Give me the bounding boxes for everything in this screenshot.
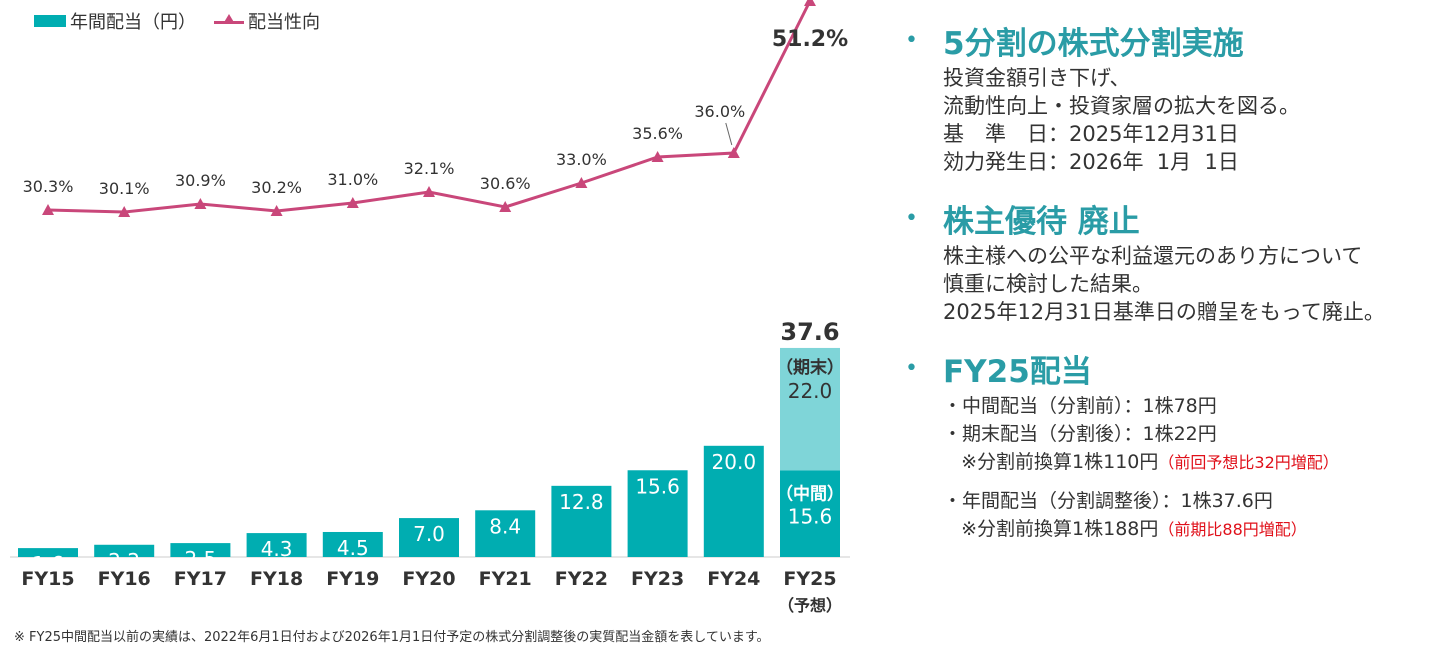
bar-value-label: 2.5 [184,547,216,571]
section-body: 株主様への公平な利益還元のあり方について 慎重に検討した結果。 2025年12月… [943,242,1430,326]
x-tick-label: FY17 [174,568,227,590]
section-title: 5分割の株式分割実施 [943,26,1244,62]
section-line: 基 準 日：2025年12月31日 [943,122,1239,146]
bar-value-label: 20.0 [712,450,757,474]
section-title: 株主優待 廃止 [943,204,1140,240]
bar-FY24 [703,445,764,557]
x-tick-label: FY24 [707,568,760,590]
x-tick-label: FY25 [783,568,836,590]
bar-value-label: 15.6 [788,504,833,528]
payout-ratio-label: 35.6% [632,124,683,143]
payout-ratio-label: 30.2% [251,178,302,197]
dividend-item-note: （前期比88円増配） [1158,520,1307,539]
footnote: ※ FY25中間配当以前の実績は、2022年6月1日付および2026年1月1日付… [14,630,770,645]
payout-ratio-marker [423,186,435,197]
bar-value-label: 12.8 [559,490,604,514]
dividend-item: ※分割前換算1株188円（前期比88円増配） [943,515,1430,544]
chart-legend: 年間配当（円） 配当性向 [34,8,320,34]
section-fy25-dividend: • FY25配当 ・中間配当（分割前）：1株78円 ・期末配当（分割後）：1株2… [905,352,1430,544]
dividend-item: ・年間配当（分割調整後）：1株37.6円 [943,490,1273,512]
bar-value-label: 8.4 [489,514,521,538]
bullet-icon: • [905,356,918,381]
bar-value-label: 7.0 [413,522,445,546]
payout-ratio-marker [42,204,54,215]
legend-bar-label: 年間配当（円） [70,12,196,33]
bullet-icon: • [905,28,918,53]
payout-ratio-label: 31.0% [327,170,378,189]
payout-ratio-marker [346,197,359,208]
bar-tag-interim: （中間） [776,483,844,504]
bar-FY15 [18,548,78,557]
bar-final-label: 22.0 [788,379,833,403]
bar-FY21 [475,510,536,557]
x-tick-label: FY21 [479,568,532,590]
section-line: 株主様への公平な利益還元のあり方について [943,244,1363,268]
section-body: 投資金額引き下げ、 流動性向上・投資家層の拡大を図る。 基 準 日：2025年1… [943,64,1430,176]
x-tick-label: FY15 [21,568,74,590]
legend-bar-swatch [34,15,66,27]
payout-ratio-marker [499,201,512,212]
payout-ratio-marker [575,177,588,188]
payout-ratio-label: 30.3% [23,177,74,196]
dividend-item: ※分割前換算1株110円（前回予想比32円増配） [943,448,1430,477]
section-stock-split: • 5分割の株式分割実施 投資金額引き下げ、 流動性向上・投資家層の拡大を図る。… [905,24,1430,176]
payout-ratio-label: 36.0% [694,102,745,121]
bar-value-label: 4.5 [337,536,369,560]
bar-FY18 [246,533,307,557]
payout-ratio-label: 51.2% [772,27,848,52]
section-line: 慎重に検討した結果。 [943,272,1153,296]
payout-ratio-marker [727,147,740,158]
section-shareholder-benefit: • 株主優待 廃止 株主様への公平な利益還元のあり方について 慎重に検討した結果… [905,202,1430,326]
payout-ratio-label: 32.1% [404,159,455,178]
x-tick-label: FY22 [555,568,608,590]
payout-ratio-marker [118,206,131,217]
bar-tag-final: （期末） [776,357,844,378]
x-tick-label: FY18 [250,568,303,590]
bar-FY25 [780,470,840,557]
payout-ratio-label: 30.9% [175,171,226,190]
section-line: 2025年12月31日基準日の贈呈をもって廃止。 [943,300,1385,324]
payout-ratio-label: 30.6% [480,174,531,193]
bar-value-label: 15.6 [635,474,680,498]
x-tick-label: FY23 [631,568,684,590]
bar-value-label: 2.2 [108,549,140,573]
x-tick-sublabel: （予想） [778,596,842,615]
bar-FY22 [551,485,612,557]
bar-FY25-final [780,347,840,471]
bar-FY17 [170,543,231,557]
dividend-item: ・中間配当（分割前）：1株78円 [943,395,1217,417]
dividend-item-text: ※分割前換算1株110円 [943,451,1159,473]
label-leader-line [725,122,733,146]
payout-ratio-label: 30.1% [99,179,150,198]
legend-line-swatch [214,14,244,28]
bar-FY23 [627,470,688,557]
dividend-item-note: （前回予想比32円増配） [1158,453,1339,472]
payout-ratio-label: 33.0% [556,150,607,169]
bar-FY19 [322,531,383,557]
info-panel: • 5分割の株式分割実施 投資金額引き下げ、 流動性向上・投資家層の拡大を図る。… [905,24,1430,554]
section-line: 流動性向上・投資家層の拡大を図る。 [943,94,1300,118]
payout-ratio-marker [270,205,283,216]
payout-ratio-marker [651,151,664,162]
bar-FY20 [399,518,459,557]
bar-value-label: 4.3 [261,537,293,561]
bar-total-label: 37.6 [780,318,839,346]
x-tick-label: FY20 [402,568,455,590]
bar-FY16 [94,544,155,557]
legend-line-label: 配当性向 [248,12,320,33]
bar-value-label: 1.6 [32,552,64,576]
x-tick-label: FY19 [326,568,379,590]
payout-ratio-marker [194,198,207,209]
section-line: 効力発生日：2026年 1月 1日 [943,150,1239,174]
bullet-icon: • [905,206,918,231]
x-tick-label: FY16 [98,568,151,590]
section-title: FY25配当 [943,354,1092,390]
dividend-item: ・期末配当（分割後）：1株22円 [943,423,1217,445]
section-line: 投資金額引き下げ、 [943,66,1131,90]
payout-ratio-marker [804,0,816,6]
dividend-item-text: ※分割前換算1株188円 [943,518,1159,540]
